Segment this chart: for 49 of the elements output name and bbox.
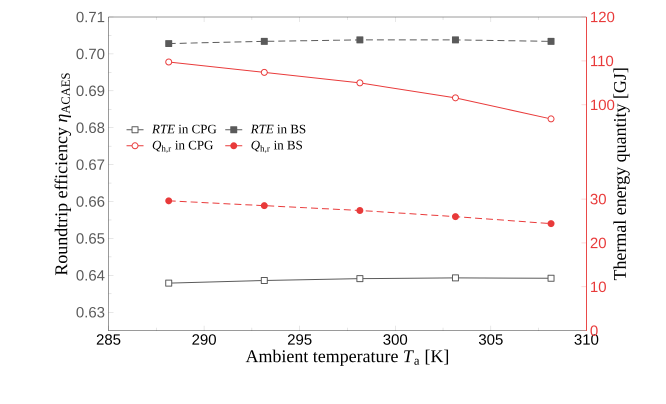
x-tick-label: 290 xyxy=(192,334,216,345)
y-tick-label: 0.71 xyxy=(76,12,104,22)
legend-label: Q$_{h,r}$ in CPG xyxy=(152,140,214,153)
x-tick-label: 310 xyxy=(574,334,598,345)
point xyxy=(548,38,555,45)
point xyxy=(548,115,555,122)
point xyxy=(356,206,364,214)
point xyxy=(165,58,172,66)
x-tick-label: 285 xyxy=(96,334,120,345)
y-tick-label: 0.69 xyxy=(76,86,104,96)
point xyxy=(165,197,172,204)
point xyxy=(356,36,364,44)
point xyxy=(165,40,172,48)
y-tick-label: 0.67 xyxy=(76,159,104,170)
y-tick-label: 0.63 xyxy=(76,306,104,318)
legend-label: Q$_{h,r}$ in BS xyxy=(251,140,302,153)
y-tick-label: 0.70 xyxy=(76,48,104,60)
y3-tick-label: 100 xyxy=(591,100,614,110)
point xyxy=(260,38,268,45)
point xyxy=(356,79,364,86)
y3-tick-label: 120 xyxy=(591,12,614,22)
point xyxy=(165,280,172,287)
point xyxy=(548,220,555,228)
y-axis-title: Roundtrip efficiency η$_{ACAES}$ xyxy=(54,73,72,276)
y-tick-label: 0.64 xyxy=(76,270,105,281)
y-tick-label: 0.68 xyxy=(76,122,104,133)
point xyxy=(260,68,268,76)
point xyxy=(452,274,459,282)
y2-tick-label: 0 xyxy=(590,325,598,336)
y2-axis-title: Thermal energy quantity [GJ] xyxy=(613,68,630,280)
point xyxy=(260,277,268,284)
point xyxy=(356,275,364,282)
point xyxy=(452,36,459,44)
point xyxy=(548,274,555,282)
y-tick-label: 0.65 xyxy=(76,233,104,244)
point xyxy=(452,213,459,220)
y2-tick-label: 10 xyxy=(591,282,606,292)
point xyxy=(260,202,268,210)
x-tick-label: 300 xyxy=(383,334,408,345)
legend-label: RTE in BS xyxy=(250,124,306,134)
y2-tick-label: 30 xyxy=(590,194,606,204)
x-axis-title: Ambient temperature T$_{a}$ [K] xyxy=(246,350,448,366)
legend-label: RTE in CPG xyxy=(152,124,216,134)
y-tick-label: 0.66 xyxy=(76,196,104,207)
x-tick-label: 295 xyxy=(288,334,312,345)
point xyxy=(452,94,459,102)
y2-tick-label: 20 xyxy=(590,238,606,248)
x-tick-label: 305 xyxy=(478,334,503,345)
y3-tick-label: 110 xyxy=(591,56,614,66)
